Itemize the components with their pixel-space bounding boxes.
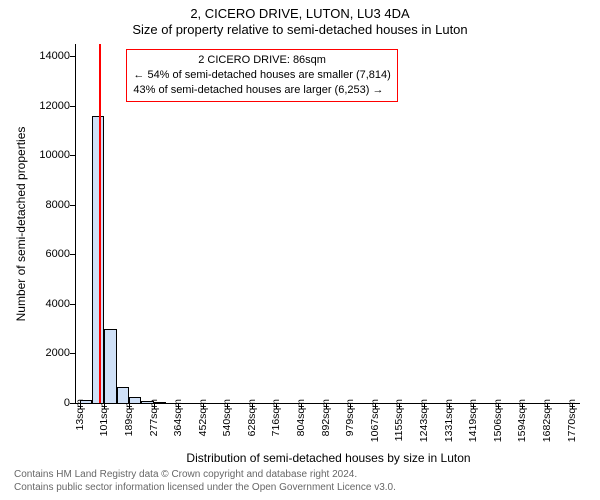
- x-tick-label: 1682sqm: [541, 399, 553, 442]
- x-tick-label: 277sqm: [148, 399, 160, 436]
- x-tick-label: 804sqm: [295, 399, 307, 436]
- annotation-line: 2 CICERO DRIVE: 86sqm: [133, 53, 390, 68]
- x-tick-label: 1594sqm: [516, 399, 528, 442]
- y-tick-label: 4000: [30, 298, 70, 310]
- x-tick-label: 716sqm: [270, 399, 282, 436]
- x-tick-label: 628sqm: [246, 399, 258, 436]
- annotation-box: 2 CICERO DRIVE: 86sqm← 54% of semi-detac…: [126, 49, 397, 102]
- y-tick-label: 8000: [30, 199, 70, 211]
- x-tick-label: 1770sqm: [566, 399, 578, 442]
- y-tick: [70, 254, 76, 255]
- x-tick-label: 364sqm: [172, 399, 184, 436]
- x-tick-label: 892sqm: [320, 399, 332, 436]
- y-tick: [70, 353, 76, 354]
- x-tick-label: 189sqm: [123, 399, 135, 436]
- footer-attribution: Contains HM Land Registry data © Crown c…: [14, 469, 396, 494]
- histogram-bar: [80, 400, 92, 403]
- footer-line-2: Contains public sector information licen…: [14, 482, 396, 495]
- y-tick: [70, 56, 76, 57]
- x-tick-label: 1419sqm: [467, 399, 479, 442]
- chart-title-subtitle: Size of property relative to semi-detach…: [0, 22, 600, 37]
- y-tick-label: 14000: [30, 50, 70, 62]
- y-tick: [70, 155, 76, 156]
- y-tick-label: 10000: [30, 149, 70, 161]
- y-tick: [70, 106, 76, 107]
- histogram-bar: [117, 387, 129, 403]
- histogram-bar: [154, 402, 166, 403]
- y-tick: [70, 304, 76, 305]
- x-tick-label: 979sqm: [344, 399, 356, 436]
- y-tick-label: 12000: [30, 100, 70, 112]
- histogram-bar: [129, 397, 141, 403]
- footer-line-1: Contains HM Land Registry data © Crown c…: [14, 469, 396, 482]
- x-tick-label: 1331sqm: [443, 399, 455, 442]
- x-tick-label: 1243sqm: [418, 399, 430, 442]
- annotation-line: ← 54% of semi-detached houses are smalle…: [133, 68, 390, 83]
- x-tick-label: 1155sqm: [393, 399, 405, 441]
- y-tick: [70, 205, 76, 206]
- y-axis-title: Number of semi-detached properties: [14, 127, 28, 322]
- property-marker-line: [99, 44, 101, 403]
- histogram-bar: [104, 329, 116, 403]
- y-tick-label: 0: [30, 397, 70, 409]
- x-tick-label: 1506sqm: [492, 399, 504, 442]
- chart-plot-area: Distribution of semi-detached houses by …: [75, 44, 580, 404]
- x-tick-label: 540sqm: [221, 399, 233, 436]
- chart-title-address: 2, CICERO DRIVE, LUTON, LU3 4DA: [0, 6, 600, 21]
- y-tick-label: 6000: [30, 248, 70, 260]
- x-tick-label: 101sqm: [98, 399, 110, 436]
- x-tick-label: 452sqm: [197, 399, 209, 436]
- x-tick-label: 1067sqm: [369, 399, 381, 442]
- annotation-line: 43% of semi-detached houses are larger (…: [133, 83, 390, 98]
- x-tick-label: 13sqm: [74, 399, 86, 431]
- x-axis-title: Distribution of semi-detached houses by …: [76, 451, 581, 465]
- histogram-bar: [141, 401, 153, 403]
- y-tick-label: 2000: [30, 347, 70, 359]
